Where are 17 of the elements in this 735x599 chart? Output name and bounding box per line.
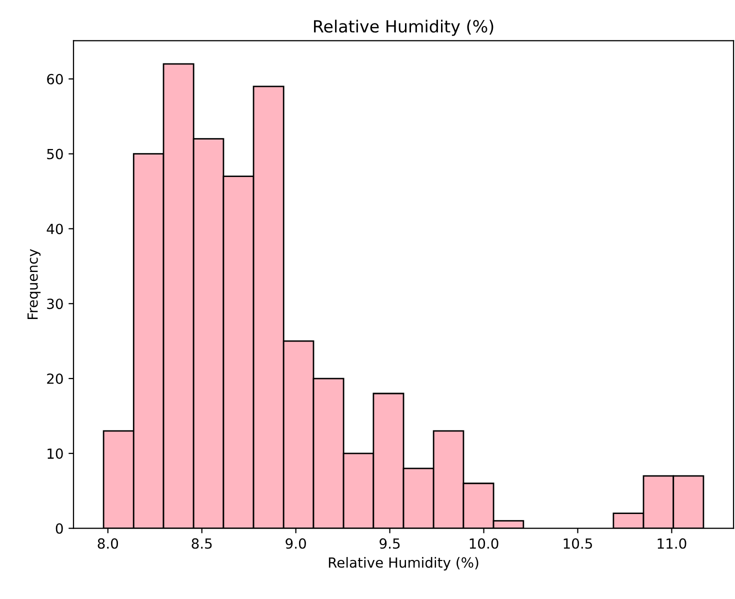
x-tick-label: 8.5 bbox=[192, 538, 212, 549]
chart-title: Relative Humidity (%) bbox=[314, 20, 494, 36]
x-tick-label: 8.0 bbox=[98, 538, 118, 549]
x-tick-label: 11.0 bbox=[658, 538, 686, 549]
y-tick-label: 0 bbox=[56, 523, 63, 534]
x-tick-label: 9.5 bbox=[380, 538, 400, 549]
y-tick-label: 10 bbox=[48, 448, 63, 459]
y-tick-label: 50 bbox=[47, 148, 63, 160]
x-tick-label: 10.0 bbox=[470, 538, 498, 549]
y-tick-label: 20 bbox=[47, 373, 63, 384]
x-axis-title: Relative Humidity (%) bbox=[328, 557, 478, 570]
y-tick-label: 40 bbox=[46, 224, 63, 234]
y-axis-title: Frequency bbox=[28, 249, 41, 320]
x-tick-label: 9.0 bbox=[286, 538, 306, 549]
y-tick-label: 30 bbox=[47, 298, 63, 310]
x-tick-label: 10.5 bbox=[564, 538, 592, 549]
y-tick-label: 60 bbox=[47, 74, 63, 84]
